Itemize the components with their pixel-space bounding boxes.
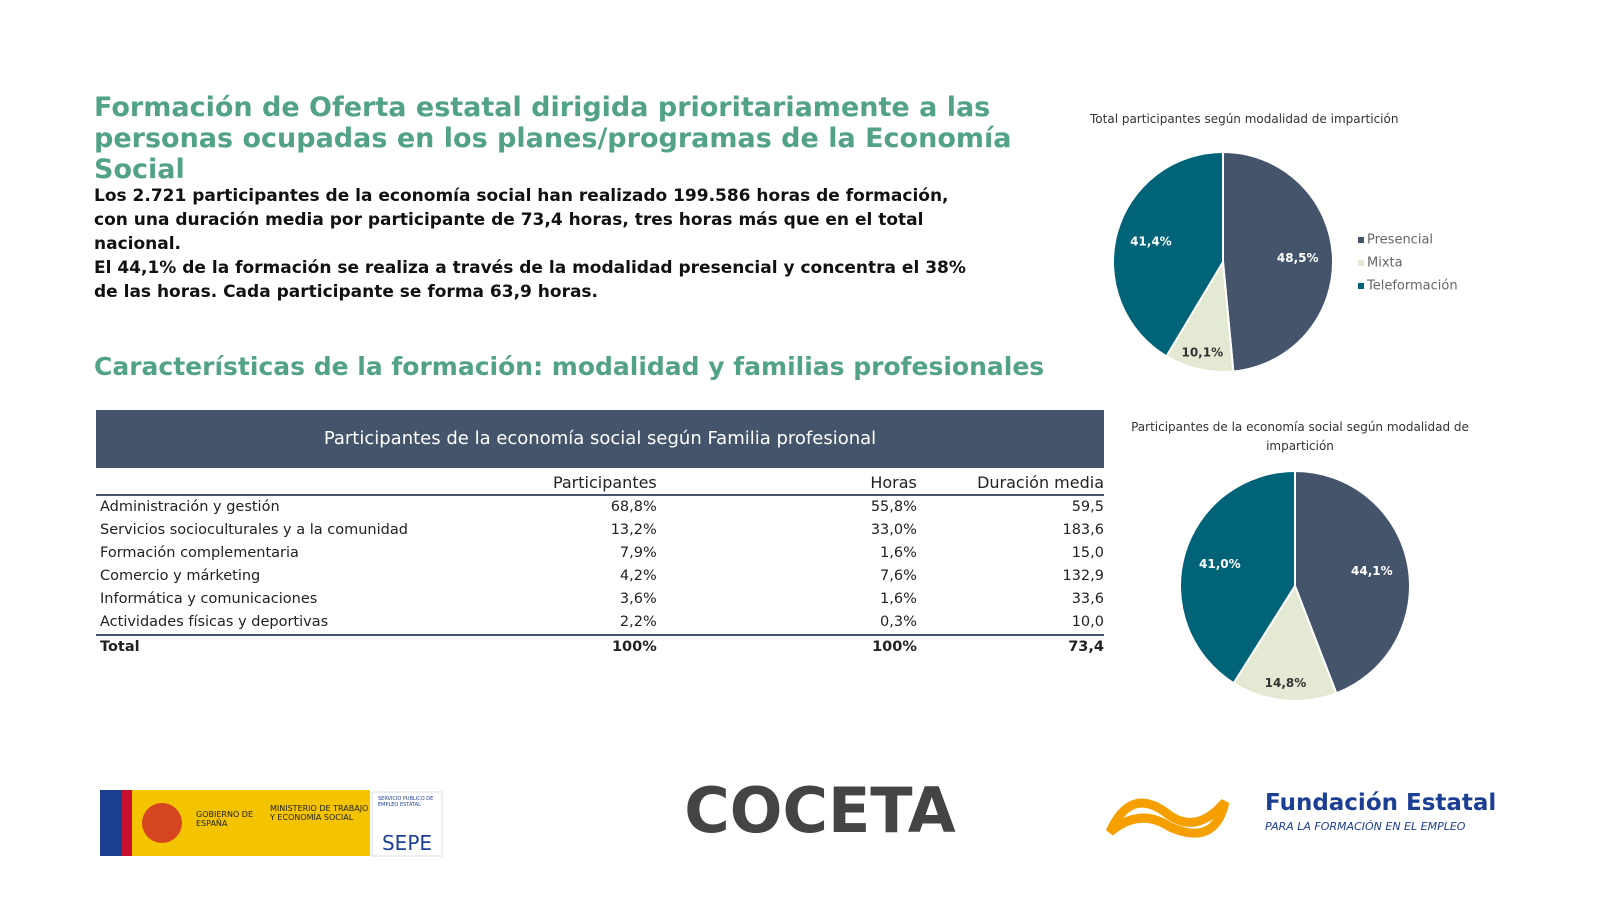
row-label: Administración y gestión xyxy=(100,499,280,515)
cell: 4,2% xyxy=(619,568,657,584)
cell: 7,9% xyxy=(619,545,657,561)
row-label: Total xyxy=(100,639,140,655)
table: Participantes de la economía social segú… xyxy=(96,410,1104,659)
logo-flag xyxy=(100,790,122,856)
cell: 7,6% xyxy=(880,568,917,584)
data-label: 44,1% xyxy=(1351,564,1393,578)
cell: 59,5 xyxy=(1071,499,1104,515)
paragraph: Los 2.721 participantes de la economía s… xyxy=(94,186,949,254)
cell: 68,8% xyxy=(610,499,657,515)
cell: 132,9 xyxy=(1062,568,1104,584)
column-header: Horas xyxy=(870,473,917,492)
table-row: Total 100% 100% 73,4 xyxy=(96,634,1104,659)
table-row: Actividades físicas y deportivas 2,2% 0,3%… xyxy=(96,611,1104,634)
cell: 0,3% xyxy=(880,614,917,630)
chart-title-box: Participantes de la economía social segú… xyxy=(1131,420,1469,453)
row-label: Servicios socioculturales y a la comunid… xyxy=(100,522,408,538)
legend-label: Teleformación xyxy=(1366,279,1458,294)
pie-slice xyxy=(1112,150,1224,358)
logos: GOBIERNO DE ESPAÑA MINISTERIO DE TRABAJO… xyxy=(100,774,1496,857)
legend-swatch xyxy=(1358,237,1364,243)
table-title: Participantes de la economía social segú… xyxy=(96,410,1104,468)
logo-shield xyxy=(142,803,182,843)
logo-flag xyxy=(122,790,132,856)
cell: 3,6% xyxy=(619,591,657,607)
logo-text: PARA LA FORMACIÓN EN EL EMPLEO xyxy=(1265,820,1466,833)
legend-swatch xyxy=(1358,283,1364,289)
data-label: 41,0% xyxy=(1199,557,1241,571)
cell: 183,6 xyxy=(1062,522,1104,538)
logo-text: Fundación Estatal xyxy=(1265,790,1496,816)
cell: 15,0 xyxy=(1071,545,1104,561)
cell: 100% xyxy=(872,639,917,655)
chart-title: Participantes de la economía social segú… xyxy=(1131,420,1469,453)
logo-sepe-bg xyxy=(371,791,443,857)
table-body: Administración y gestión 68,8% 55,8% 59,5 Se… xyxy=(96,496,1104,659)
paragraph: El 44,1% de la formación se realiza a tr… xyxy=(94,258,966,302)
cell: 73,4 xyxy=(1068,639,1104,655)
table-row: Administración y gestión 68,8% 55,8% 59,5 xyxy=(96,496,1104,519)
pie-slice xyxy=(1294,469,1411,695)
table-row: Servicios socioculturales y a la comunid… xyxy=(96,519,1104,542)
logo-text: GOBIERNO DE ESPAÑA xyxy=(196,810,253,828)
charts: Total participantes según modalidad de i… xyxy=(1090,112,1469,702)
cell: 2,2% xyxy=(619,614,657,630)
legend-swatch xyxy=(1358,260,1364,266)
pie-slice xyxy=(1222,150,1334,373)
pie-slice xyxy=(1179,469,1296,685)
chart-title-box: Total participantes según modalidad de i… xyxy=(1090,112,1399,126)
cell: 10,0 xyxy=(1071,614,1104,630)
cell: 33,0% xyxy=(870,522,917,538)
data-label: 48,5% xyxy=(1277,251,1319,265)
logo-coceta: COCETA xyxy=(684,774,956,847)
cell: 13,2% xyxy=(610,522,657,538)
legend-label: Presencial xyxy=(1367,233,1433,248)
cell: 1,6% xyxy=(880,591,917,607)
table-row: Formación complementaria 7,9% 1,6% 15,0 xyxy=(96,542,1104,565)
logo-text: SEPE xyxy=(382,831,432,855)
row-label: Formación complementaria xyxy=(100,545,299,561)
row-label: Actividades físicas y deportivas xyxy=(100,614,329,630)
logo-text: SERVICIO PÚBLICO DE EMPLEO ESTATAL xyxy=(378,796,434,808)
table-header: Participantes Horas Duración media xyxy=(96,468,1104,496)
table-row: Comercio y márketing 4,2% 7,6% 132,9 xyxy=(96,565,1104,588)
data-label: 10,1% xyxy=(1181,346,1223,360)
logo-text: MINISTERIO DE TRABAJO Y ECONOMÍA SOCIAL xyxy=(270,804,369,822)
logo-fundae-mark xyxy=(1105,798,1230,838)
column-header: Duración media xyxy=(977,473,1104,492)
data-label: 14,8% xyxy=(1265,676,1307,690)
row-label: Informática y comunicaciones xyxy=(100,591,318,607)
cell: 1,6% xyxy=(880,545,917,561)
section-title: Características de la formación: modalid… xyxy=(94,352,1045,381)
legend-label: Mixta xyxy=(1367,256,1403,271)
pie-slice xyxy=(1232,583,1338,702)
cell: 55,8% xyxy=(870,499,917,515)
table-row: Informática y comunicaciones 3,6% 1,6% 33,6 xyxy=(96,588,1104,611)
column-header: Participantes xyxy=(552,473,657,492)
row-label: Comercio y márketing xyxy=(100,568,261,584)
chart-title: Total participantes según modalidad de i… xyxy=(1090,112,1399,126)
cell: 33,6 xyxy=(1071,591,1104,607)
title: Formación de Oferta estatal dirigida pri… xyxy=(94,92,1012,185)
cell: 100% xyxy=(611,639,657,655)
data-label: 41,4% xyxy=(1130,235,1172,249)
